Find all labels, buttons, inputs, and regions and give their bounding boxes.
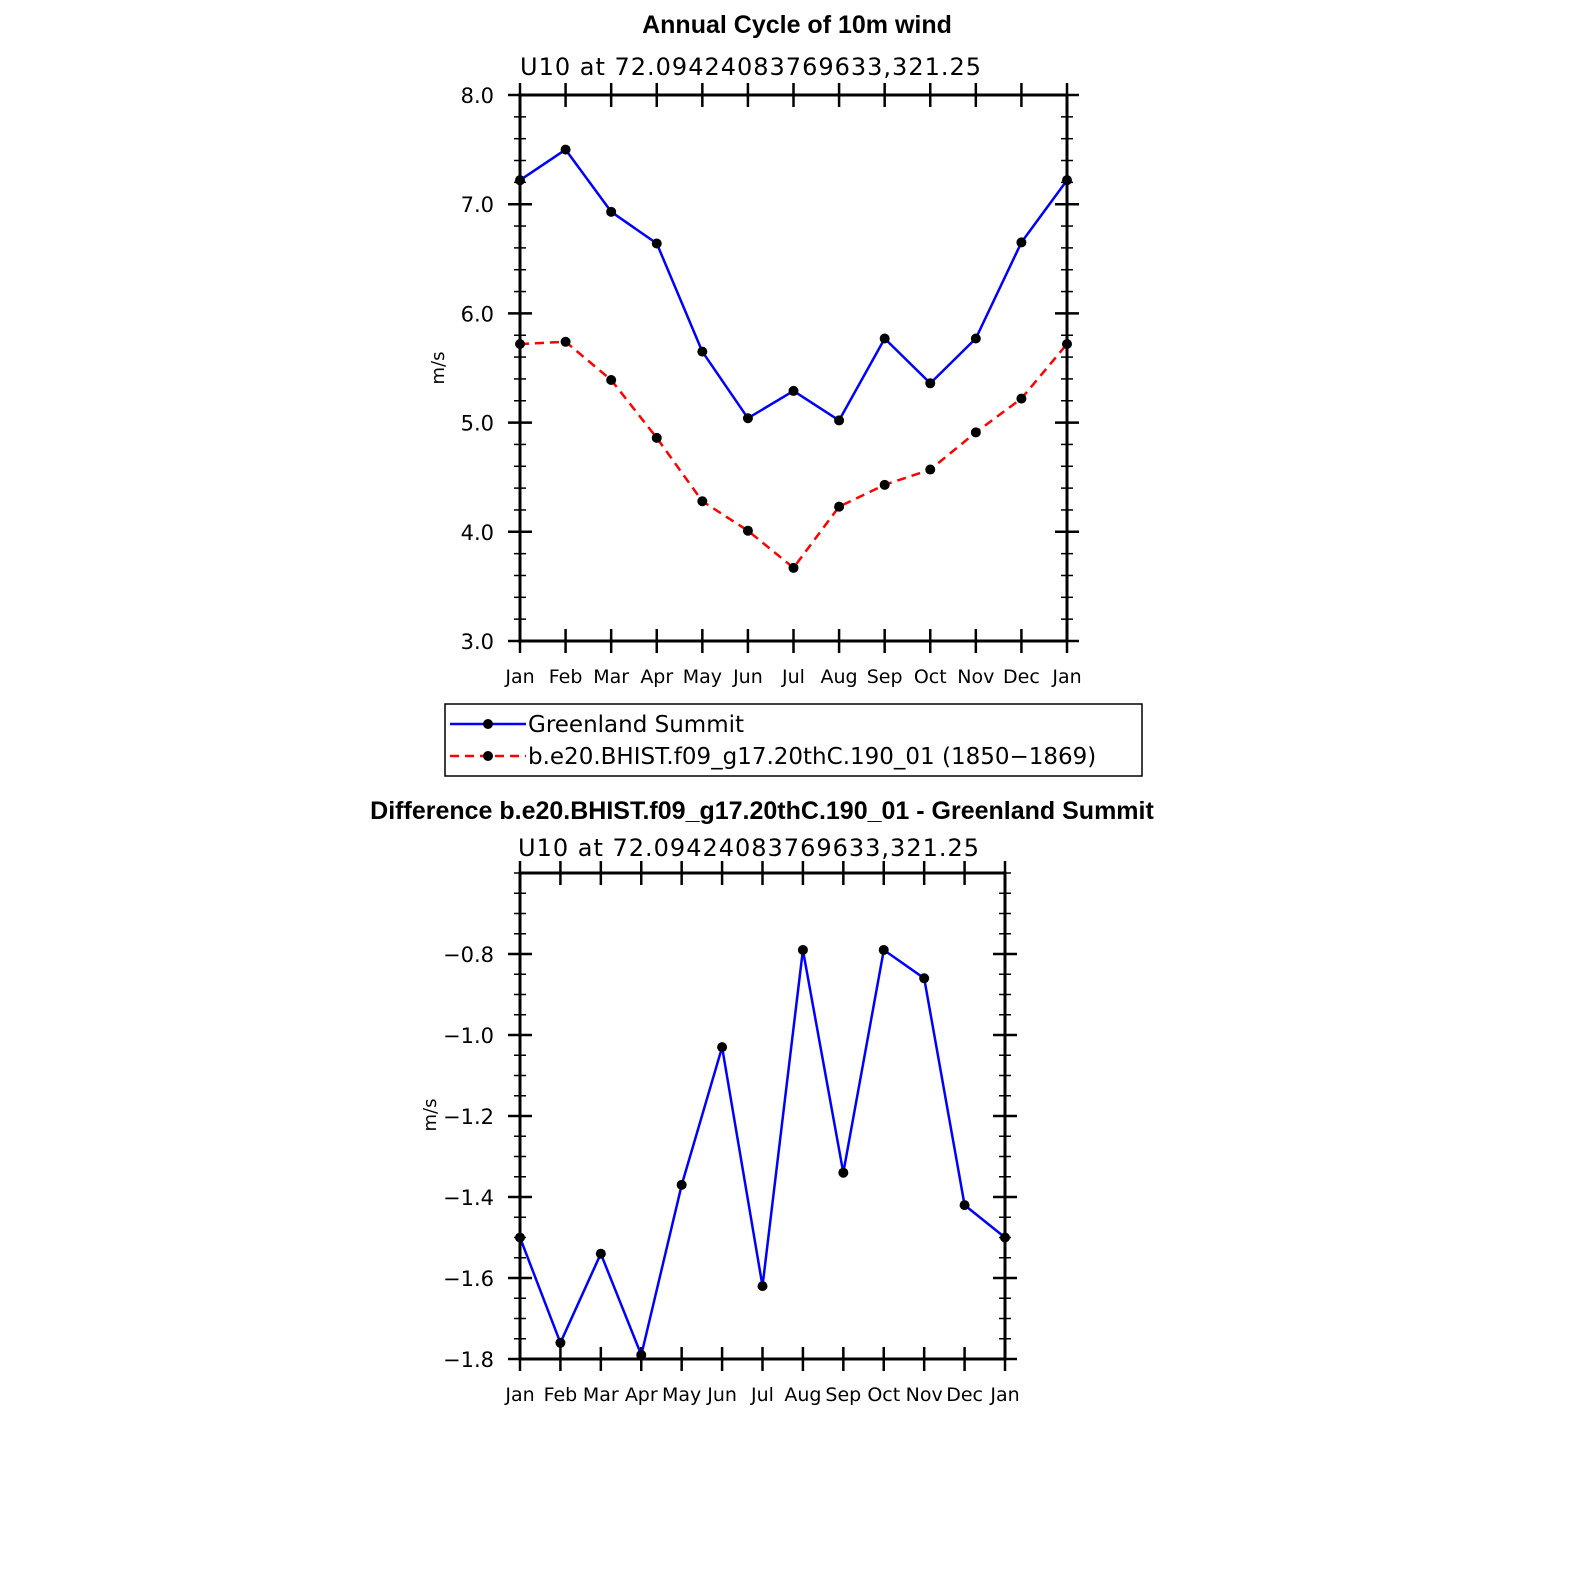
data-point [651,238,662,249]
data-point [834,501,845,512]
chart-subtitle: U10 at 72.09424083769633,321.25 [520,53,982,81]
data-point [676,1179,687,1190]
x-tick-label: Dec [1003,666,1040,688]
y-axis-label: m/s [428,352,449,385]
y-tick-label: −0.8 [443,943,494,967]
data-point [560,144,571,155]
legend-label-greenland-summit: Greenland Summit [528,712,744,738]
data-point [560,336,571,347]
x-tick-label: Oct [867,1384,900,1406]
data-point [838,1167,849,1178]
y-tick-label: −1.0 [443,1024,494,1048]
x-tick-label: Jan [1051,666,1081,688]
plot-frame [518,93,1069,643]
data-point [970,333,981,344]
x-tick-label: Nov [957,666,994,688]
data-point [1016,393,1027,404]
legend-label-model: b.e20.BHIST.f09_g17.20thC.190_01 (1850−1… [528,744,1096,770]
y-axis-label: m/s [420,1099,441,1132]
data-point [717,1042,728,1053]
legend-box [444,703,1143,777]
data-point [797,944,808,955]
legend-marker-model [483,751,493,761]
x-tick-label: Jan [989,1384,1019,1406]
data-point [834,415,845,426]
y-tick-label: 4.0 [461,521,494,545]
series-line-0 [518,948,1006,1357]
data-point [970,427,981,438]
series-line-0 [519,148,1069,422]
x-tick-label: Aug [784,1384,821,1406]
series-line-1 [519,340,1068,570]
data-point [879,479,890,490]
x-tick-label: Feb [544,1384,578,1406]
x-tick-label: Sep [825,1384,861,1406]
x-tick-label: Aug [821,666,858,688]
data-point [879,333,890,344]
data-point [595,1248,606,1259]
x-tick-label: Jan [504,666,534,688]
data-point [555,1337,566,1348]
x-tick-label: May [662,1384,701,1406]
x-tick-label: Mar [593,666,629,688]
y-tick-label: 8.0 [461,84,494,108]
x-tick-label: Jan [504,1384,534,1406]
x-tick-label: Jul [781,666,805,688]
data-point [697,346,708,357]
data-point [697,496,708,507]
x-tick-label: May [683,666,722,688]
data-point [636,1349,647,1360]
x-tick-label: Oct [914,666,947,688]
axis-ticks [508,861,1017,1371]
y-tick-label: 6.0 [461,302,494,326]
data-point [742,413,753,424]
y-tick-label: −1.4 [443,1186,494,1210]
x-tick-label: Sep [867,666,903,688]
difference-chart: Difference b.e20.BHIST.f09_g17.20thC.190… [370,797,1154,1406]
data-point [788,385,799,396]
x-tick-label: Nov [906,1384,943,1406]
data-point [742,525,753,536]
data-point [606,206,617,217]
tick-labels: Jan Feb Mar Apr May Jun Jul Aug Sep Oct Nov Dec Jan−… [443,943,1020,1406]
y-tick-label: 3.0 [461,630,494,654]
chart-title: Difference b.e20.BHIST.f09_g17.20thC.190… [370,797,1154,825]
data-point [919,973,930,984]
y-tick-label: −1.6 [443,1267,494,1291]
legend: Greenland Summit b.e20.BHIST.f09_g17.20t… [444,703,1143,777]
x-tick-label: Jul [750,1384,774,1406]
data-point [788,562,799,573]
data-point [959,1200,970,1211]
y-tick-label: 5.0 [461,412,494,436]
data-point [757,1281,768,1292]
y-tick-label: −1.2 [443,1105,494,1129]
data-point [925,464,936,475]
tick-labels: Jan Feb Mar Apr May Jun Jul Aug Sep Oct Nov Dec Jan 3… [461,84,1082,688]
y-tick-label: −1.8 [443,1348,494,1372]
x-tick-label: Jun [706,1384,737,1406]
x-tick-label: Apr [640,666,673,688]
data-point [606,375,617,386]
x-tick-label: Feb [549,666,583,688]
data-point [925,378,936,389]
legend-marker-greenland-summit [483,719,493,729]
data-series [515,144,1072,573]
chart-title: Annual Cycle of 10m wind [642,11,952,39]
x-tick-label: Dec [946,1384,983,1406]
data-point [651,432,662,443]
chart-subtitle: U10 at 72.09424083769633,321.25 [518,834,980,862]
data-point [878,944,889,955]
x-tick-label: Apr [625,1384,658,1406]
data-series [515,944,1010,1360]
annual-cycle-chart: Annual Cycle of 10m wind U10 at 72.09424… [428,11,1082,688]
data-point [1016,237,1027,248]
x-tick-label: Jun [732,666,763,688]
y-tick-label: 7.0 [461,193,494,217]
x-tick-label: Mar [583,1384,619,1406]
plot-frame [518,871,1007,1361]
